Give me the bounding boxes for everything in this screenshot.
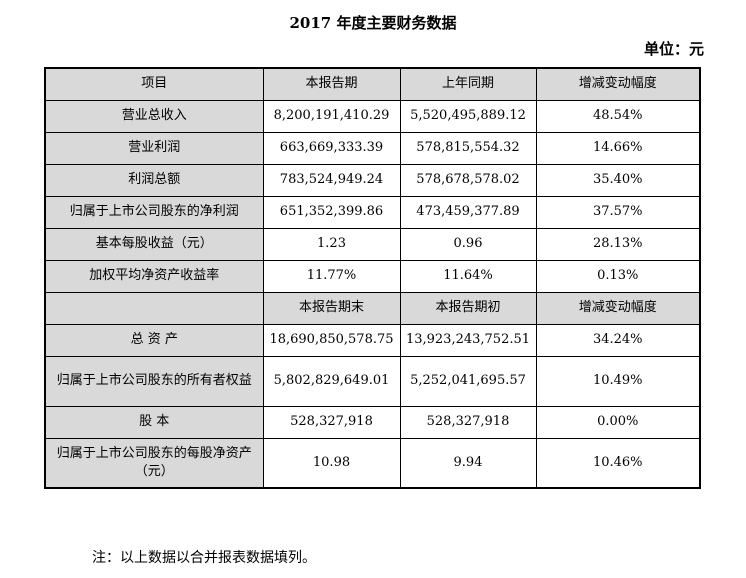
row-label: 归属于上市公司股东的净利润 (44, 195, 264, 229)
table-cell: 10.46% (535, 437, 701, 489)
table-cell: 11.77% (262, 259, 401, 293)
row-label: 归属于上市公司股东的所有者权益 (44, 355, 264, 407)
table-cell: 9.94 (399, 437, 537, 489)
table-cell: 10.49% (535, 355, 701, 407)
header-cell-change: 增减变动幅度 (535, 291, 701, 325)
row-label: 基本每股收益（元） (44, 227, 264, 261)
table-cell: 10.98 (262, 437, 401, 489)
table-row: 营业总收入 8,200,191,410.29 5,520,495,889.12 … (44, 99, 701, 133)
table-row: 营业利润 663,669,333.39 578,815,554.32 14.66… (44, 131, 701, 165)
table-cell: 783,524,949.24 (262, 163, 401, 197)
row-label: 加权平均净资产收益率 (44, 259, 264, 293)
row-label: 总 资 产 (44, 323, 264, 357)
table-row: 总 资 产 18,690,850,578.75 13,923,243,752.5… (44, 323, 701, 357)
table-cell: 578,678,578.02 (399, 163, 537, 197)
table-cell: 578,815,554.32 (399, 131, 537, 165)
header-cell-blank (44, 291, 264, 325)
table-cell: 0.13% (535, 259, 701, 293)
table-row: 股 本 528,327,918 528,327,918 0.00% (44, 405, 701, 439)
row-label: 归属于上市公司股东的每股净资产（元） (44, 437, 264, 489)
table-cell: 5,252,041,695.57 (399, 355, 537, 407)
table-cell: 528,327,918 (262, 405, 401, 439)
table-cell: 34.24% (535, 323, 701, 357)
header-cell-item: 项目 (44, 67, 264, 101)
header-cell-period-start: 本报告期初 (399, 291, 537, 325)
table-row: 归属于上市公司股东的净利润 651,352,399.86 473,459,377… (44, 195, 701, 229)
table-cell: 18,690,850,578.75 (262, 323, 401, 357)
unit-label: 单位：元 (643, 40, 704, 58)
table-subheader-row: 本报告期末 本报告期初 增减变动幅度 (44, 291, 701, 325)
row-label: 利润总额 (44, 163, 264, 197)
footnote: 注：以上数据以合并报表数据填列。 (92, 550, 316, 566)
table-cell: 473,459,377.89 (399, 195, 537, 229)
table-row: 归属于上市公司股东的每股净资产（元） 10.98 9.94 10.46% (44, 437, 701, 489)
header-cell-prior-period: 上年同期 (399, 67, 537, 101)
header-cell-period-end: 本报告期末 (262, 291, 401, 325)
row-label: 营业总收入 (44, 99, 264, 133)
table-cell: 37.57% (535, 195, 701, 229)
table-cell: 28.13% (535, 227, 701, 261)
table-cell: 1.23 (262, 227, 401, 261)
financial-data-table: 项目 本报告期 上年同期 增减变动幅度 营业总收入 8,200,191,410.… (44, 67, 701, 489)
header-cell-current-period: 本报告期 (262, 67, 401, 101)
table-cell: 663,669,333.39 (262, 131, 401, 165)
row-label: 营业利润 (44, 131, 264, 165)
table-title: 2017 年度主要财务数据 (289, 14, 457, 32)
table-cell: 35.40% (535, 163, 701, 197)
table-row: 基本每股收益（元） 1.23 0.96 28.13% (44, 227, 701, 261)
table-cell: 11.64% (399, 259, 537, 293)
table-cell: 48.54% (535, 99, 701, 133)
table-row: 归属于上市公司股东的所有者权益 5,802,829,649.01 5,252,0… (44, 355, 701, 407)
table-cell: 651,352,399.86 (262, 195, 401, 229)
table-cell: 13,923,243,752.51 (399, 323, 537, 357)
header-cell-change: 增减变动幅度 (535, 67, 701, 101)
table-cell: 0.96 (399, 227, 537, 261)
table-header-row: 项目 本报告期 上年同期 增减变动幅度 (44, 67, 701, 101)
table-cell: 0.00% (535, 405, 701, 439)
table-row: 加权平均净资产收益率 11.77% 11.64% 0.13% (44, 259, 701, 293)
table-cell: 5,520,495,889.12 (399, 99, 537, 133)
row-label: 股 本 (44, 405, 264, 439)
table-row: 利润总额 783,524,949.24 578,678,578.02 35.40… (44, 163, 701, 197)
table-cell: 5,802,829,649.01 (262, 355, 401, 407)
table-cell: 8,200,191,410.29 (262, 99, 401, 133)
table-cell: 528,327,918 (399, 405, 537, 439)
table-cell: 14.66% (535, 131, 701, 165)
